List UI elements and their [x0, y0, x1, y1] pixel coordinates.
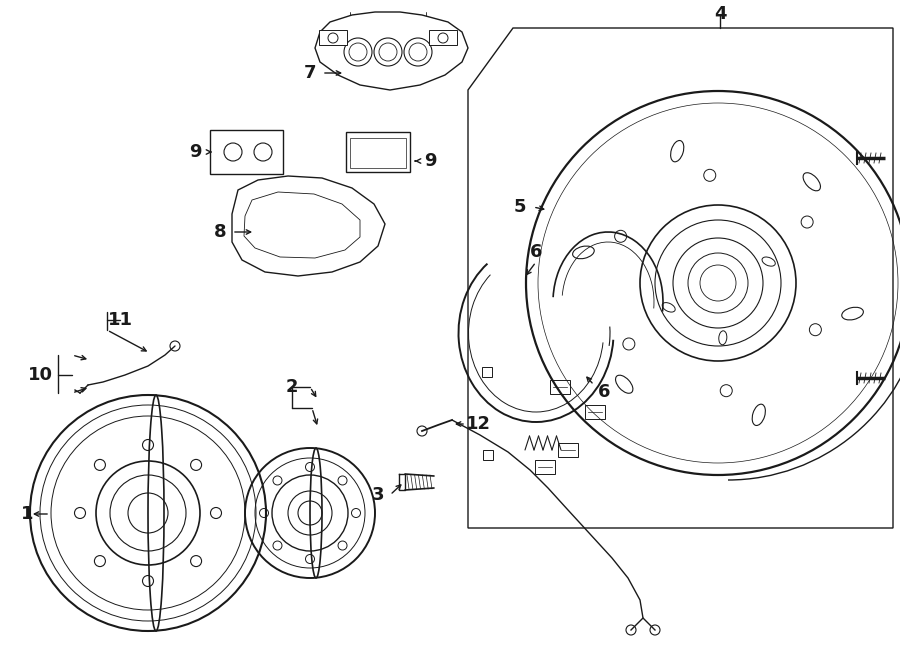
Polygon shape [210, 130, 283, 174]
Text: 2: 2 [286, 378, 298, 396]
Circle shape [254, 143, 272, 161]
Text: 6: 6 [598, 383, 610, 401]
Text: 9: 9 [424, 152, 436, 170]
Text: 3: 3 [372, 486, 384, 504]
Text: 1: 1 [21, 505, 33, 523]
Text: 5: 5 [514, 198, 526, 216]
Polygon shape [429, 30, 457, 45]
Circle shape [374, 38, 402, 66]
Text: 7: 7 [304, 64, 316, 82]
Circle shape [344, 38, 372, 66]
Bar [482, 367, 492, 377]
Circle shape [224, 143, 242, 161]
Circle shape [328, 33, 338, 43]
Polygon shape [315, 12, 468, 90]
Text: 11: 11 [107, 311, 132, 329]
Bar [550, 380, 570, 394]
Polygon shape [346, 132, 410, 172]
Bar [535, 460, 555, 474]
Polygon shape [319, 30, 347, 45]
Circle shape [404, 38, 432, 66]
Text: 9: 9 [189, 143, 202, 161]
Bar [558, 443, 578, 457]
Circle shape [438, 33, 448, 43]
Text: 8: 8 [213, 223, 226, 241]
Text: 12: 12 [465, 415, 491, 433]
Text: 6: 6 [530, 243, 542, 261]
Bar [585, 405, 605, 419]
Bar [483, 450, 493, 460]
Text: 4: 4 [714, 5, 726, 23]
Polygon shape [232, 176, 385, 276]
Text: 10: 10 [28, 366, 52, 384]
